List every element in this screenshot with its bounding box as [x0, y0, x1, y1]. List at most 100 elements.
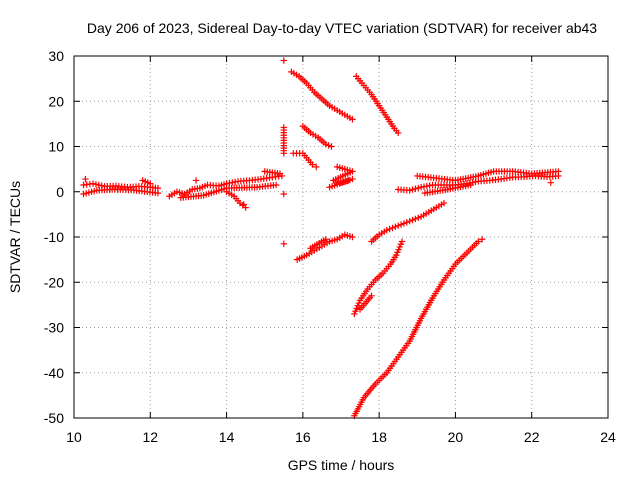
series-arc-f — [299, 122, 335, 150]
data-point — [395, 222, 402, 229]
data-point — [412, 185, 419, 193]
data-point — [374, 100, 381, 107]
data-point — [547, 179, 554, 186]
data-point — [409, 216, 416, 224]
data-point — [201, 182, 209, 190]
data-point — [231, 178, 239, 186]
data-point — [495, 176, 502, 183]
data-point — [339, 110, 346, 117]
data-point — [370, 382, 377, 390]
data-point — [391, 254, 399, 261]
series-arc-a — [80, 175, 162, 198]
data-point — [428, 297, 435, 304]
data-point — [442, 186, 449, 194]
data-point — [362, 288, 370, 295]
data-point — [412, 215, 419, 223]
y-axis-label: SDTVAR / TECUs — [7, 181, 23, 293]
data-point — [186, 187, 193, 195]
data-point — [439, 279, 446, 286]
data-point — [280, 57, 287, 64]
data-point — [309, 86, 316, 94]
y-tick-label: 30 — [48, 48, 64, 64]
x-tick-label: 10 — [66, 429, 82, 445]
series-arc-l — [368, 199, 448, 245]
data-point — [416, 317, 424, 324]
axis-ticks — [73, 55, 609, 419]
data-point — [374, 233, 381, 240]
data-point — [305, 128, 312, 135]
data-point — [243, 177, 250, 184]
series-arc-j — [293, 231, 356, 263]
y-tick-label: -50 — [44, 410, 64, 426]
data-point — [178, 190, 186, 197]
data-point — [316, 94, 324, 101]
data-point — [313, 163, 320, 171]
data-point — [381, 371, 389, 378]
data-point — [397, 221, 405, 228]
data-point — [472, 173, 479, 180]
data-point — [382, 111, 389, 119]
data-point — [359, 396, 366, 404]
data-point — [392, 223, 399, 231]
data-point — [377, 271, 385, 279]
data-point — [437, 181, 445, 189]
data-point — [339, 165, 346, 172]
data-point — [228, 191, 235, 198]
data-point — [125, 186, 132, 194]
data-point — [464, 182, 472, 189]
y-tick-label: -10 — [44, 229, 64, 245]
data-point — [552, 168, 559, 175]
data-point — [197, 192, 205, 199]
data-point — [274, 170, 281, 177]
data-point — [312, 132, 319, 140]
data-point — [409, 186, 416, 193]
data-point — [82, 175, 89, 183]
data-point — [301, 78, 308, 85]
data-point — [121, 183, 128, 191]
data-point — [331, 236, 338, 244]
series-arc-d — [280, 57, 287, 247]
y-tick-labels: -50 -40 -30 -20 -10 0 10 20 30 — [44, 48, 64, 426]
x-tick-label: 18 — [371, 429, 387, 445]
data-point — [370, 279, 377, 286]
series-arc-i — [353, 73, 402, 137]
data-point — [366, 89, 373, 96]
data-point — [381, 228, 388, 235]
data-point — [275, 173, 282, 180]
data-point — [478, 236, 486, 243]
data-point — [397, 241, 405, 248]
data-point — [280, 240, 287, 247]
data-point — [403, 186, 410, 194]
data-point — [355, 299, 363, 307]
x-tick-label: 16 — [295, 429, 311, 445]
data-point — [144, 179, 151, 186]
data-point — [92, 181, 100, 188]
data-points — [80, 57, 562, 419]
x-tick-label: 22 — [524, 429, 540, 445]
data-point — [192, 177, 200, 184]
data-point — [450, 263, 457, 270]
data-point — [415, 184, 422, 192]
data-point — [328, 143, 335, 150]
x-tick-label: 12 — [142, 429, 158, 445]
data-point — [366, 294, 374, 301]
series-arc-m — [351, 236, 486, 419]
y-tick-label: -40 — [44, 365, 64, 381]
data-point — [506, 168, 514, 175]
data-point — [171, 190, 178, 197]
y-tick-label: -20 — [44, 274, 64, 290]
data-point — [386, 225, 393, 233]
x-tick-label: 20 — [448, 429, 464, 445]
data-point — [400, 220, 408, 227]
data-point — [325, 142, 332, 149]
x-tick-label: 24 — [600, 429, 616, 445]
data-point — [393, 355, 400, 363]
data-point — [95, 181, 102, 189]
data-point — [301, 253, 308, 260]
data-point — [406, 217, 413, 225]
data-point — [240, 201, 247, 208]
y-tick-label: 10 — [48, 139, 64, 155]
y-tick-label: 0 — [56, 184, 64, 200]
data-point — [483, 177, 491, 184]
data-point — [525, 170, 533, 177]
